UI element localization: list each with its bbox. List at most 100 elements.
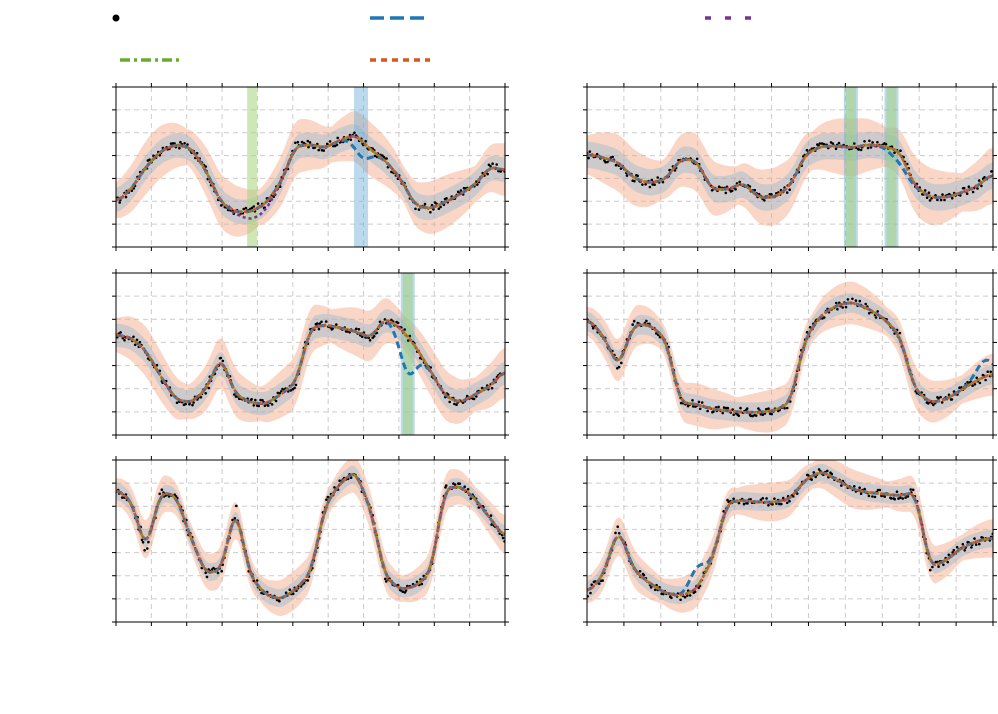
observed-point [611,155,614,159]
uncertainty-spike-blue [354,87,369,247]
observed-point [601,579,604,582]
observed-point [119,331,122,334]
observed-point [589,591,592,595]
observed-point [818,142,822,145]
observed-point [973,537,976,540]
observed-point [272,195,276,199]
observed-point [328,140,332,143]
observed-point [695,157,699,161]
observed-point [759,498,763,502]
observed-point [308,141,312,144]
observed-point [753,188,757,192]
observed-point [967,185,971,188]
observed-point [638,570,642,573]
observed-point [817,468,821,471]
observed-point [788,499,791,503]
observed-point [662,592,665,596]
observed-point [414,207,417,211]
observed-point [390,170,393,174]
observed-point [765,407,768,411]
observed-point [867,494,871,498]
observed-point [904,496,907,499]
observed-point [591,326,595,330]
observed-point [444,484,448,487]
observed-point [955,545,959,549]
chart-panel-top-right [583,83,997,251]
observed-point [138,340,142,344]
observed-point [234,395,238,398]
observed-point [679,401,683,405]
panels [112,83,997,626]
observed-point [780,502,783,506]
observed-point [840,484,843,487]
observed-point [889,497,893,500]
observed-point [746,502,749,505]
observed-point [834,147,838,151]
observed-point [778,502,781,506]
uncertainty-band-blue [116,309,505,416]
observed-point [950,398,954,401]
observed-point [961,542,965,546]
observed-point [653,183,656,186]
observed-point [220,569,223,573]
observed-point [184,402,187,406]
observed-point [730,189,734,193]
observed-point [732,497,735,501]
observed-point [923,189,927,192]
observed-point [810,478,813,481]
observed-point [770,412,773,416]
observed-point [745,407,749,410]
observed-point [401,590,405,593]
observed-point [123,339,126,342]
grid [587,273,993,435]
observed-point [318,322,322,326]
observed-point [490,386,494,390]
observed-point [317,327,321,331]
observed-point [691,399,694,402]
observed-point [179,140,182,144]
observed-point [737,501,741,505]
observed-point [219,356,223,360]
observed-point [316,322,319,325]
observed-point [396,321,400,325]
observed-point [233,393,236,396]
observed-point [204,392,207,395]
observed-point [284,591,288,594]
observed-point [336,136,340,140]
observed-point [207,386,211,390]
observed-point [962,186,966,190]
observed-point [898,331,902,335]
observed-point [706,409,709,413]
observed-point [883,495,886,498]
observed-point [242,207,245,211]
observed-point [761,497,765,500]
grid [587,87,993,247]
observed-point [256,202,260,205]
observed-point [173,142,176,145]
observed-point [960,386,963,389]
observed-point [322,149,326,152]
observed-point [385,157,388,160]
observed-point [941,193,944,196]
observed-point [739,406,742,410]
observed-point [439,205,442,209]
observed-point [614,531,617,535]
observed-point [765,497,768,500]
observed-point [491,162,494,165]
observed-point [648,185,652,189]
observed-point [878,488,882,492]
observed-point [871,141,874,144]
axes-frame [586,272,994,436]
observed-point [937,396,940,400]
observed-point [937,565,940,568]
observed-point [936,198,939,202]
observed-point [721,411,724,415]
observed-point [693,590,697,593]
axes-frame [586,459,994,623]
plot-area [587,281,993,433]
observed-point [929,568,932,572]
observed-point [353,131,356,135]
observed-point [250,206,254,210]
observed-point [631,323,634,326]
observed-point [481,171,485,175]
